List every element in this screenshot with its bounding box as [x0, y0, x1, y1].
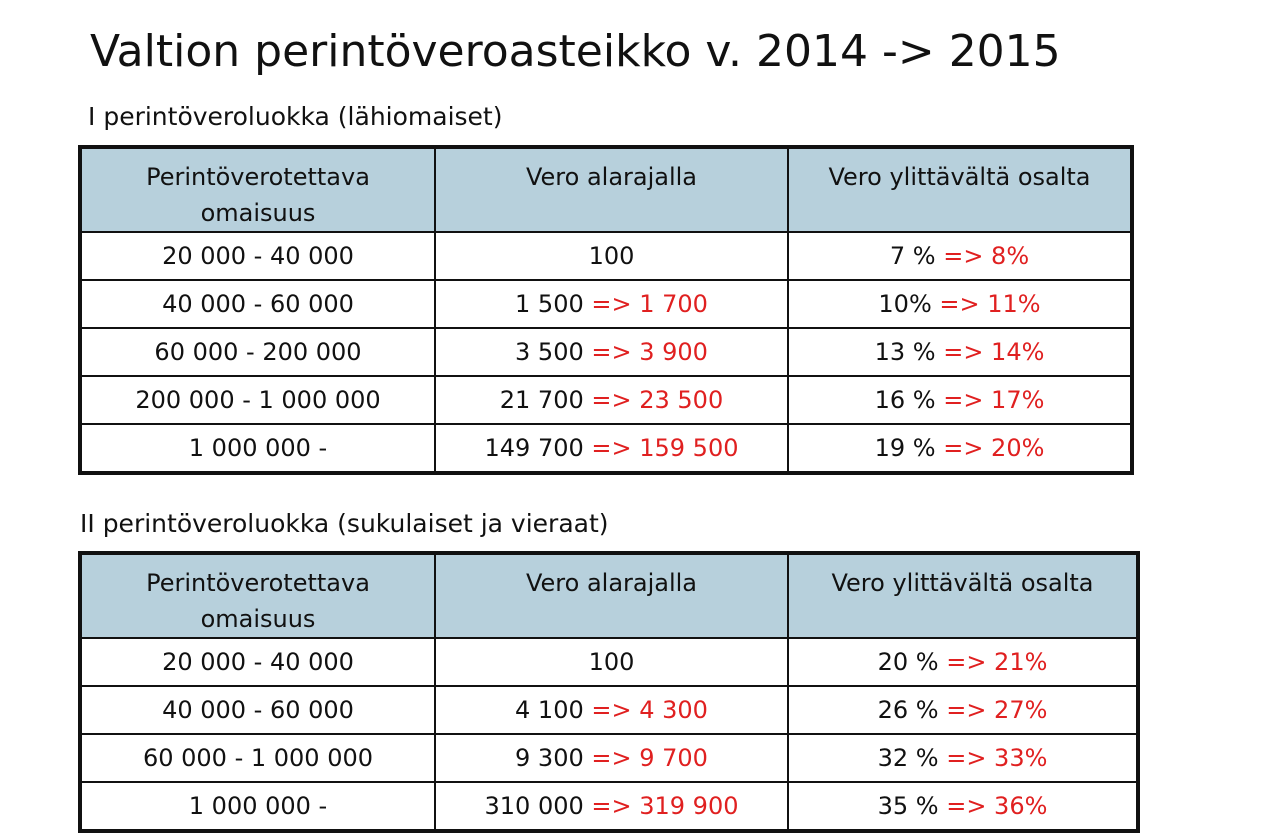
base-tax-old-value: 100 — [588, 242, 635, 270]
base-tax-new-value: => 9 700 — [591, 744, 708, 772]
base-tax-new-value: => 4 300 — [591, 696, 708, 724]
rate-old-value: 16 % — [874, 386, 936, 414]
base-tax-old-value: 9 300 — [515, 744, 584, 772]
header-base-tax: Vero alarajalla — [434, 146, 789, 233]
table-row: 60 000 - 200 000 3 500 => 3 900 13 % => 14… — [79, 327, 1133, 377]
base-tax-cell: 1 500 => 1 700 — [434, 279, 789, 329]
property-range-cell: 20 000 - 40 000 — [79, 637, 436, 687]
base-tax-old-value: 149 700 — [484, 434, 584, 462]
marginal-rate-cell: 13 % => 14% — [787, 327, 1133, 377]
rate-old-value: 26 % — [877, 696, 939, 724]
property-range-cell: 20 000 - 40 000 — [79, 231, 436, 281]
marginal-rate-cell: 10% => 11% — [787, 279, 1133, 329]
property-range-cell: 60 000 - 200 000 — [79, 327, 436, 377]
table-row: 20 000 - 40 000 100 20 % => 21% — [79, 637, 1139, 687]
header-base-tax: Vero alarajalla — [434, 552, 789, 639]
rate-new-value: => 33% — [946, 744, 1048, 772]
base-tax-new-value: => 1 700 — [591, 290, 708, 318]
property-range-cell: 1 000 000 - — [79, 781, 436, 832]
base-tax-cell: 21 700 => 23 500 — [434, 375, 789, 425]
property-range-cell: 40 000 - 60 000 — [79, 685, 436, 735]
tax-table-class-2: Perintöverotettava omaisuus Vero alaraja… — [78, 551, 1140, 833]
rate-old-value: 10% — [878, 290, 932, 318]
table-row: 40 000 - 60 000 4 100 => 4 300 26 % => 27% — [79, 685, 1139, 735]
marginal-rate-cell: 20 % => 21% — [787, 637, 1139, 687]
rate-old-value: 20 % — [877, 648, 939, 676]
table-row: 20 000 - 40 000 100 7 % => 8% — [79, 231, 1133, 281]
table-row: 200 000 - 1 000 000 21 700 => 23 500 16 % … — [79, 375, 1133, 425]
table-row: 1 000 000 -149 700 => 159 500 19 % => 20% — [79, 423, 1133, 474]
marginal-rate-cell: 32 % => 33% — [787, 733, 1139, 783]
header-property: Perintöverotettava omaisuus — [79, 146, 436, 233]
rate-new-value: => 8% — [943, 242, 1030, 270]
rate-new-value: => 27% — [946, 696, 1048, 724]
base-tax-cell: 100 — [434, 637, 789, 687]
table-header-row: Perintöverotettava omaisuus Vero alaraja… — [79, 552, 1139, 639]
rate-new-value: => 21% — [946, 648, 1048, 676]
rate-new-value: => 17% — [943, 386, 1045, 414]
base-tax-old-value: 1 500 — [515, 290, 584, 318]
property-range-cell: 40 000 - 60 000 — [79, 279, 436, 329]
table-row: 1 000 000 -310 000 => 319 900 35 % => 36% — [79, 781, 1139, 832]
base-tax-cell: 149 700 => 159 500 — [434, 423, 789, 474]
table-row: 60 000 - 1 000 000 9 300 => 9 700 32 % => … — [79, 733, 1139, 783]
property-range-cell: 200 000 - 1 000 000 — [79, 375, 436, 425]
header-property: Perintöverotettava omaisuus — [79, 552, 436, 639]
base-tax-old-value: 310 000 — [484, 792, 584, 820]
base-tax-old-value: 100 — [588, 648, 635, 676]
property-range-cell: 60 000 - 1 000 000 — [79, 733, 436, 783]
base-tax-cell: 4 100 => 4 300 — [434, 685, 789, 735]
rate-old-value: 35 % — [877, 792, 939, 820]
base-tax-cell: 310 000 => 319 900 — [434, 781, 789, 832]
marginal-rate-cell: 16 % => 17% — [787, 375, 1133, 425]
base-tax-cell: 3 500 => 3 900 — [434, 327, 789, 377]
table-row: 40 000 - 60 000 1 500 => 1 700 10% => 11% — [79, 279, 1133, 329]
base-tax-new-value: => 3 900 — [591, 338, 708, 366]
marginal-rate-cell: 26 % => 27% — [787, 685, 1139, 735]
table-1-caption: I perintöveroluokka (lähiomaiset) — [88, 102, 503, 131]
rate-new-value: => 20% — [943, 434, 1045, 462]
marginal-rate-cell: 19 % => 20% — [787, 423, 1133, 474]
tax-table-class-1: Perintöverotettava omaisuus Vero alaraja… — [78, 145, 1134, 475]
marginal-rate-cell: 35 % => 36% — [787, 781, 1139, 832]
property-range-cell: 1 000 000 - — [79, 423, 436, 474]
base-tax-new-value: => 319 900 — [591, 792, 739, 820]
table-header-row: Perintöverotettava omaisuus Vero alaraja… — [79, 146, 1133, 233]
rate-new-value: => 36% — [946, 792, 1048, 820]
header-marginal-rate: Vero ylittävältä osalta — [787, 552, 1139, 639]
base-tax-new-value: => 159 500 — [591, 434, 739, 462]
table-2-caption: II perintöveroluokka (sukulaiset ja vier… — [80, 509, 609, 538]
rate-old-value: 7 % — [889, 242, 936, 270]
base-tax-old-value: 21 700 — [499, 386, 584, 414]
base-tax-old-value: 3 500 — [515, 338, 584, 366]
base-tax-old-value: 4 100 — [515, 696, 584, 724]
rate-old-value: 13 % — [874, 338, 936, 366]
header-marginal-rate: Vero ylittävältä osalta — [787, 146, 1133, 233]
rate-new-value: => 11% — [939, 290, 1041, 318]
base-tax-cell: 100 — [434, 231, 789, 281]
rate-new-value: => 14% — [943, 338, 1045, 366]
page-title: Valtion perintöveroasteikko v. 2014 -> 2… — [90, 26, 1061, 77]
base-tax-new-value: => 23 500 — [591, 386, 724, 414]
base-tax-cell: 9 300 => 9 700 — [434, 733, 789, 783]
rate-old-value: 19 % — [874, 434, 936, 462]
rate-old-value: 32 % — [877, 744, 939, 772]
marginal-rate-cell: 7 % => 8% — [787, 231, 1133, 281]
